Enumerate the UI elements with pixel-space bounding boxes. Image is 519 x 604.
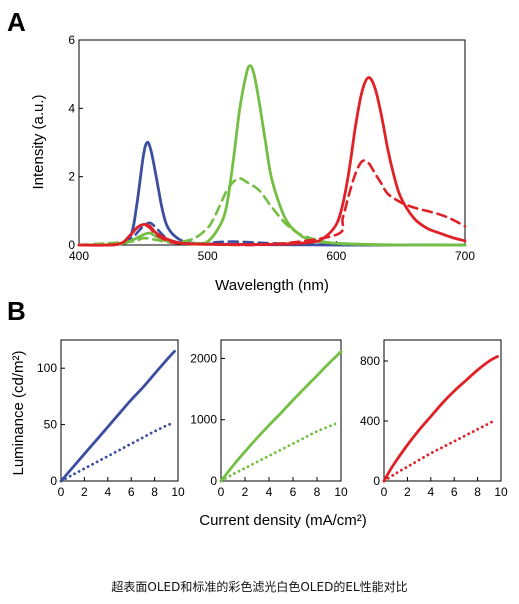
panel-label-b: B — [7, 296, 26, 326]
spectrum-chart: 400 500 600 700 0 2 4 6 — [68, 33, 475, 263]
luminance-red-x-tick-label: 2 — [404, 485, 411, 499]
spectrum-frame — [78, 39, 466, 246]
luminance-blue-y-tick-label: 0 — [50, 474, 57, 488]
luminance-green-x-tick-label: 10 — [334, 485, 348, 499]
luminance-red-series-solid — [382, 355, 499, 483]
spectrum-x-tick-label: 700 — [455, 249, 475, 263]
luminance-green-frame — [220, 339, 342, 482]
spectrum-x-tick-label: 500 — [198, 249, 218, 263]
luminance-red-x-tick-label: 8 — [474, 485, 481, 499]
luminance-green-x-tick-label: 8 — [314, 485, 321, 499]
spectrum-y-tick-label: 0 — [68, 238, 75, 252]
luminance-blue-series-dotted — [59, 422, 174, 483]
luminance-y-axis-label: Luminance (cd/m²) — [10, 350, 27, 475]
spectrum-series-green-dashed — [77, 177, 467, 247]
spectrum-y-tick-label: 4 — [68, 101, 75, 115]
luminance-green-x-tick-label: 0 — [218, 485, 225, 499]
spectrum-y-tick-label: 6 — [68, 33, 75, 47]
luminance-blue-x-tick-label: 10 — [171, 485, 185, 499]
spectrum-x-axis-label: Wavelength (nm) — [215, 277, 329, 294]
panel-label-a: A — [7, 7, 26, 37]
spectrum-y-axis-label: Intensity (a.u.) — [30, 94, 47, 189]
luminance-green-y-tick-label: 1000 — [190, 413, 217, 427]
luminance-red-frame — [383, 339, 502, 482]
figure-caption: 超表面OLED和标准的彩色滤光白色OLED的EL性能对比 — [111, 580, 408, 594]
spectrum-series-red-dashed — [77, 159, 467, 247]
luminance-blue-y-tick-label: 50 — [44, 418, 58, 432]
luminance-green-series-solid — [219, 350, 343, 483]
luminance-x-axis-label: Current density (mA/cm²) — [199, 512, 367, 529]
luminance-red-x-tick-label: 10 — [494, 485, 508, 499]
luminance-green-y-tick-label: 0 — [210, 474, 217, 488]
spectrum-y-tick-label: 2 — [68, 170, 75, 184]
spectrum-series-red-solid — [77, 76, 467, 247]
luminance-red-y-tick-label: 800 — [360, 354, 380, 368]
luminance-blue-x-tick-label: 6 — [128, 485, 135, 499]
luminance-blue-frame — [60, 339, 179, 482]
spectrum-series-green-solid — [77, 64, 467, 247]
luminance-red-x-tick-label: 6 — [451, 485, 458, 499]
luminance-blue-series-solid — [59, 349, 176, 483]
luminance-red-y-tick-label: 0 — [373, 474, 380, 488]
luminance-blue-x-tick-label: 4 — [104, 485, 111, 499]
luminance-green-y-tick-label: 2000 — [190, 351, 217, 365]
luminance-green-x-tick-label: 6 — [290, 485, 297, 499]
luminance-blue-x-tick-label: 8 — [151, 485, 158, 499]
luminance-blue-x-tick-label: 2 — [81, 485, 88, 499]
luminance-red-x-tick-label: 4 — [427, 485, 434, 499]
luminance-red-y-tick-label: 400 — [360, 414, 380, 428]
spectrum-x-tick-label: 400 — [69, 249, 89, 263]
luminance-blue-y-tick-label: 100 — [37, 361, 57, 375]
luminance-green-x-tick-label: 2 — [242, 485, 249, 499]
luminance-red-series-dotted — [382, 418, 497, 483]
luminance-green-x-tick-label: 4 — [266, 485, 273, 499]
luminance-green-series-dotted — [219, 422, 337, 483]
luminance-blue-x-tick-label: 0 — [58, 485, 65, 499]
spectrum-x-tick-label: 600 — [326, 249, 346, 263]
luminance-red-x-tick-label: 0 — [381, 485, 388, 499]
